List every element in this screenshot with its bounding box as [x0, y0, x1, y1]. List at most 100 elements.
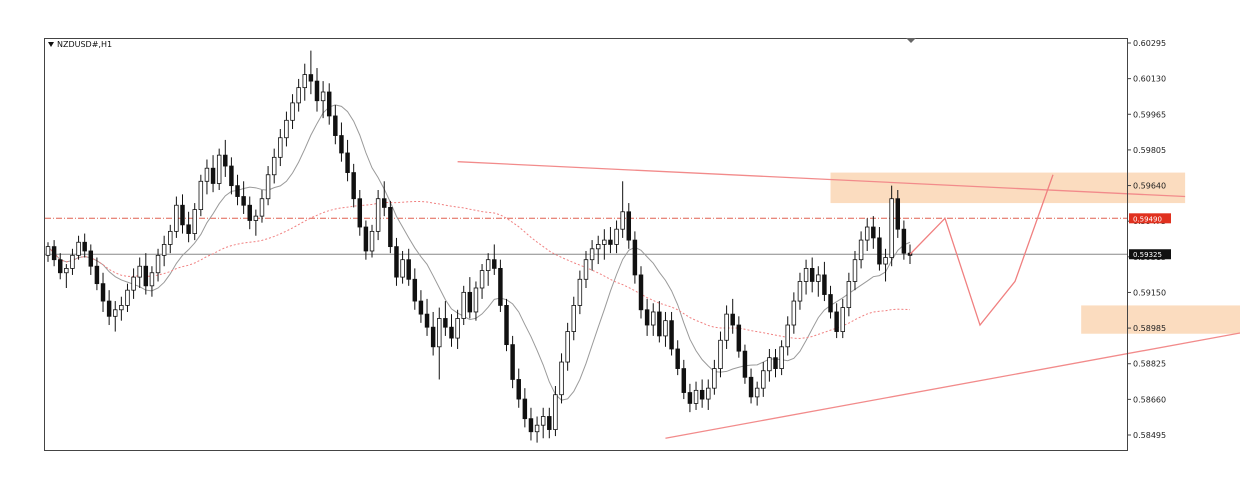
candle-body — [773, 357, 778, 369]
candle-body — [602, 239, 607, 245]
candle — [540, 407, 546, 439]
candle — [809, 257, 815, 293]
scroll-marker-icon[interactable] — [906, 38, 916, 43]
candle — [901, 220, 907, 260]
candle-body — [345, 152, 350, 173]
candle — [571, 296, 576, 341]
candle-body — [498, 267, 503, 306]
price-tags: 0.59490 0.59325 — [1129, 213, 1171, 260]
candle — [430, 311, 436, 356]
candle — [375, 190, 381, 241]
candle — [143, 253, 149, 295]
candle — [455, 309, 460, 349]
candle — [864, 218, 870, 251]
candle-body — [363, 226, 369, 252]
candle — [504, 298, 509, 352]
candle — [125, 283, 130, 312]
candle-body — [534, 424, 540, 433]
y-tick-label: 0.59640 — [1133, 182, 1166, 191]
candle — [754, 381, 760, 406]
candle — [534, 416, 540, 443]
candle-body — [485, 259, 491, 271]
candle-body — [528, 418, 534, 433]
moving-averages-layer — [47, 104, 911, 401]
candle-body — [742, 350, 748, 378]
candle-body — [492, 259, 497, 269]
y-tick-label: 0.59150 — [1133, 288, 1166, 297]
candle-body — [871, 226, 876, 239]
candle — [296, 78, 301, 112]
candle-body — [106, 300, 112, 317]
candle — [871, 216, 876, 249]
candle-body — [443, 318, 448, 328]
candle — [644, 298, 650, 336]
candle — [400, 250, 405, 284]
candle — [253, 209, 259, 236]
candle-body — [94, 265, 100, 285]
candle-body — [113, 309, 118, 317]
candle — [418, 290, 424, 323]
candle-body — [406, 259, 411, 280]
candle — [302, 63, 308, 101]
candle — [895, 190, 901, 238]
upper-trend-line — [457, 161, 1186, 198]
candle — [149, 266, 155, 297]
candle-body — [522, 398, 528, 420]
candle-body — [467, 291, 473, 313]
candle — [290, 94, 295, 130]
candle — [186, 211, 191, 243]
candle — [834, 303, 839, 339]
candle-body — [699, 389, 705, 400]
candle-body — [754, 387, 760, 398]
candle — [761, 362, 766, 397]
candle-body — [565, 331, 570, 363]
candle-body — [858, 239, 864, 261]
candle — [265, 166, 271, 206]
candle-body — [816, 274, 821, 282]
candle — [382, 181, 387, 217]
candle — [180, 194, 185, 234]
candle — [883, 248, 888, 282]
candle — [846, 272, 852, 317]
candle-body — [693, 389, 699, 404]
candle-body — [88, 250, 94, 267]
candle-body — [589, 248, 595, 261]
candle — [626, 203, 632, 249]
candle — [589, 240, 595, 271]
candle-body — [357, 198, 363, 228]
candle — [638, 266, 644, 319]
candle — [192, 203, 197, 241]
candle-body — [308, 74, 314, 82]
candle — [791, 292, 797, 334]
candle-body — [644, 309, 650, 326]
candle-body — [473, 287, 479, 313]
y-tick-label: 0.58825 — [1133, 360, 1166, 369]
price-tag-label: 0.59490 — [1133, 215, 1162, 223]
candle — [174, 196, 179, 238]
candle — [333, 105, 338, 145]
chart-menu-triangle-icon[interactable] — [48, 42, 54, 47]
candle — [394, 237, 399, 286]
y-tick-label: 0.59965 — [1133, 110, 1166, 119]
candle-body — [375, 198, 381, 232]
candle — [595, 235, 601, 265]
candle-body — [149, 272, 155, 287]
candle — [706, 379, 711, 410]
candle-body — [504, 305, 509, 346]
candle-body — [174, 204, 179, 232]
candle — [406, 248, 411, 286]
candle — [437, 307, 442, 380]
candle-body — [339, 135, 344, 154]
candle-body — [57, 259, 63, 274]
candle-body — [333, 115, 338, 136]
candle — [779, 340, 784, 376]
candle — [388, 200, 393, 254]
candle — [369, 224, 375, 258]
candle — [553, 386, 558, 437]
candle — [94, 257, 100, 291]
candle — [651, 303, 656, 336]
candle — [314, 68, 320, 112]
candle-body — [296, 87, 301, 104]
